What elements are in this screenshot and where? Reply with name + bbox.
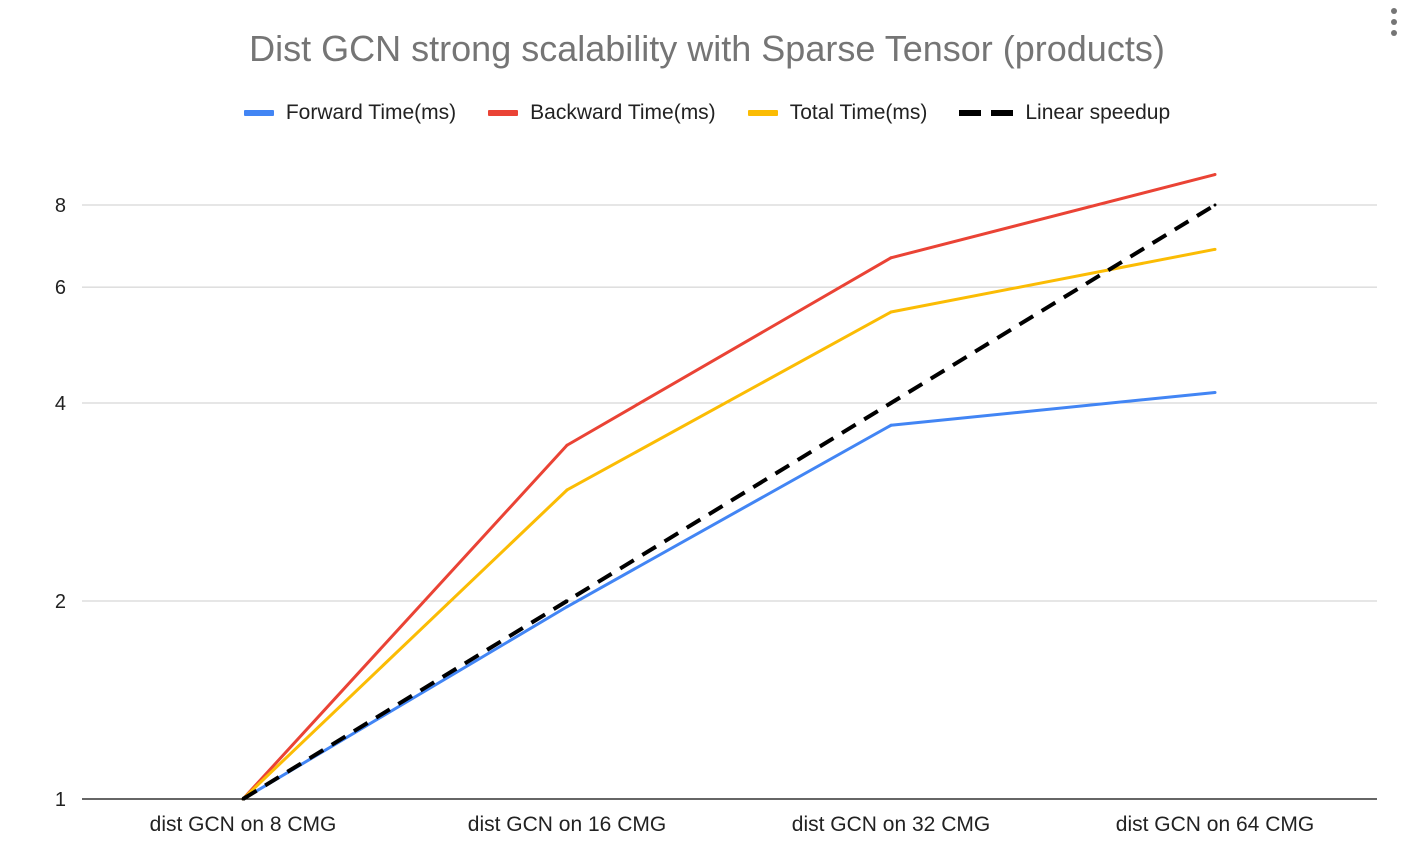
data-point[interactable] [565,605,569,609]
series-line-backward-time-ms[interactable] [241,173,1216,801]
legend-swatch [747,110,778,116]
data-point[interactable] [241,797,245,801]
legend-swatch [243,110,274,116]
legend-label: Forward Time(ms) [285,101,457,124]
data-point[interactable] [889,310,893,314]
legend-item[interactable]: Forward Time(ms) [243,101,457,125]
data-point[interactable] [889,423,893,427]
legend-swatch [488,110,519,116]
y-tick-label: 8 [55,195,66,217]
data-point[interactable] [565,443,569,447]
y-tick-label: 2 [55,591,66,613]
data-point[interactable] [889,256,893,260]
x-category-label: dist GCN on 16 CMG [468,813,666,836]
legend-swatch [959,110,1014,116]
data-point[interactable] [889,401,893,405]
legend-label: Total Time(ms) [789,101,928,124]
data-point[interactable] [1213,173,1217,177]
y-tick-label: 6 [55,277,66,299]
chart-title: Dist GCN strong scalability with Sparse … [249,28,1165,69]
data-point[interactable] [565,488,569,492]
series-line-total-time-ms[interactable] [241,247,1216,801]
x-category-label: dist GCN on 64 CMG [1116,813,1314,836]
series-line-forward-time-ms[interactable] [242,390,1216,801]
x-category-label: dist GCN on 8 CMG [150,813,337,836]
data-point[interactable] [1213,390,1217,394]
legend-label: Backward Time(ms) [530,101,716,124]
data-point[interactable] [1213,203,1217,207]
series-line-linear-speedup[interactable] [241,203,1217,801]
data-point[interactable] [565,599,569,603]
data-point[interactable] [1213,247,1217,251]
legend: Forward Time(ms) Backward Time(ms) Total T… [0,101,1414,125]
legend-label: Linear speedup [1025,101,1171,124]
more-options-icon[interactable] [1384,8,1404,40]
y-tick-label: 4 [55,393,66,415]
legend-item[interactable]: Backward Time(ms) [488,101,716,125]
y-tick-label: 1 [55,789,66,811]
x-category-label: dist GCN on 32 CMG [792,813,990,836]
legend-item[interactable]: Total Time(ms) [747,101,928,125]
legend-item[interactable]: Linear speedup [959,101,1170,125]
